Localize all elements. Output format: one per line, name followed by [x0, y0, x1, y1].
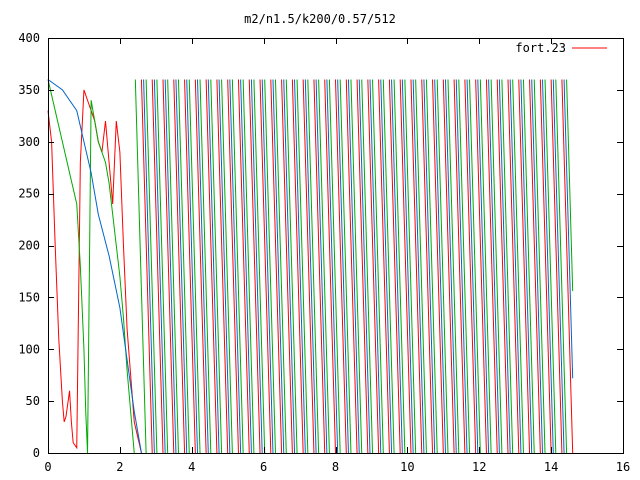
- chart-title: m2/n1.5/k200/0.57/512: [244, 12, 396, 26]
- y-tick-label: 200: [18, 239, 40, 253]
- series-line: [47, 79, 574, 454]
- series-layer: [47, 79, 574, 454]
- series-line: [47, 79, 574, 454]
- y-tick-label: 100: [18, 342, 40, 356]
- y-tick-label: 300: [18, 135, 40, 149]
- y-tick-label: 400: [18, 31, 40, 45]
- y-axis: 0 50 100 150 200 250 300 350 400: [18, 31, 623, 460]
- x-tick-label: 4: [188, 460, 195, 474]
- x-tick-label: 8: [332, 460, 339, 474]
- x-tick-label: 12: [472, 460, 486, 474]
- x-tick-label: 16: [616, 460, 630, 474]
- y-tick-label: 350: [18, 83, 40, 97]
- legend-label: fort.23: [515, 41, 566, 55]
- y-tick-label: 0: [33, 446, 40, 460]
- x-tick-label: 0: [44, 460, 51, 474]
- series-line: [47, 79, 574, 454]
- x-axis: 0 2 4 6 8 10 12 14 16: [44, 38, 630, 474]
- y-tick-label: 50: [26, 394, 40, 408]
- y-tick-label: 250: [18, 187, 40, 201]
- y-tick-label: 150: [18, 290, 40, 304]
- x-tick-label: 10: [400, 460, 414, 474]
- x-tick-label: 2: [116, 460, 123, 474]
- x-tick-label: 14: [544, 460, 558, 474]
- x-tick-label: 6: [260, 460, 267, 474]
- legend: fort.23: [515, 41, 607, 55]
